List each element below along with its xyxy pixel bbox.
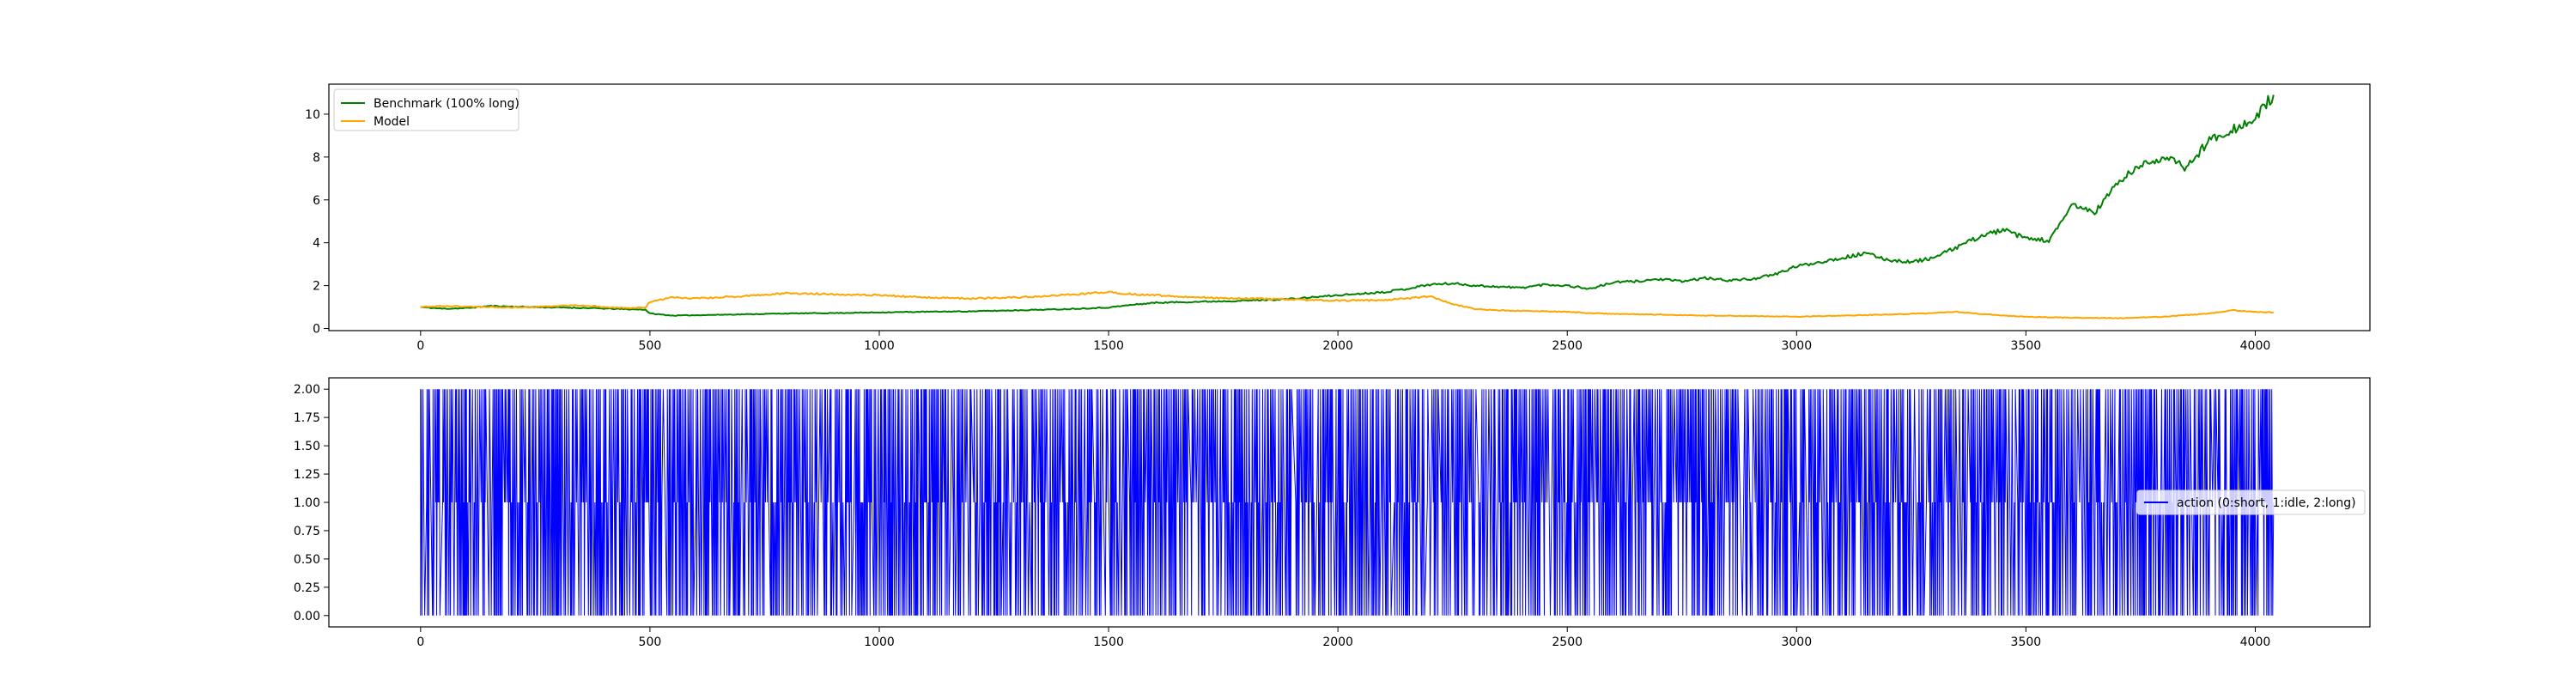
x-tick-label: 0 xyxy=(416,339,424,353)
x-tick-label: 1500 xyxy=(1093,635,1124,649)
x-tick-label: 4000 xyxy=(2240,339,2271,353)
x-tick-label: 500 xyxy=(639,635,662,649)
y-tick-label: 0.75 xyxy=(294,525,320,538)
x-tick-label: 1000 xyxy=(864,635,895,649)
x-tick-label: 3500 xyxy=(2011,635,2042,649)
bottom-chart-x-axis: 0 500 1000 1500 2000 2500 3000 3500 4000 xyxy=(416,627,2270,649)
y-tick-label: 2.00 xyxy=(294,383,320,397)
y-tick-label: 0.50 xyxy=(294,553,320,567)
legend-box xyxy=(333,88,519,131)
top-chart: 0 500 1000 1500 2000 2500 3000 3500 4000 0 2 4 6 8 10… xyxy=(305,83,2371,353)
top-chart-y-axis: 0 2 4 6 8 10 xyxy=(305,108,329,337)
series-line-benchmark xyxy=(420,94,2275,317)
y-tick-label: 4 xyxy=(313,237,320,251)
bottom-chart-legend: action (0:short, 1:idle, 2:long) xyxy=(2136,489,2366,515)
series-line-action xyxy=(420,389,2275,616)
x-tick-label: 500 xyxy=(639,339,662,353)
x-tick-label: 3500 xyxy=(2011,339,2042,353)
top-chart-x-axis: 0 500 1000 1500 2000 2500 3000 3500 4000 xyxy=(416,331,2270,353)
legend-label-model: Model xyxy=(374,115,410,129)
y-tick-label: 0 xyxy=(313,323,320,337)
x-tick-label: 3000 xyxy=(1781,339,1812,353)
x-tick-label: 3000 xyxy=(1781,635,1812,649)
top-chart-legend: Benchmark (100% long) Model xyxy=(333,88,519,131)
y-tick-label: 1.75 xyxy=(294,411,320,425)
y-tick-label: 6 xyxy=(313,194,320,208)
y-tick-label: 10 xyxy=(305,108,320,122)
x-tick-label: 0 xyxy=(416,635,424,649)
bottom-chart-series xyxy=(420,389,2275,616)
bottom-chart-y-axis: 0.00 0.25 0.50 0.75 1.00 1.25 1.50 1.75 2.00 xyxy=(294,383,329,623)
x-tick-label: 2000 xyxy=(1322,635,1353,649)
y-tick-label: 0.00 xyxy=(294,610,320,623)
y-tick-label: 1.25 xyxy=(294,468,320,482)
bottom-chart: 0 500 1000 1500 2000 2500 3000 3500 4000 0.00 0.2… xyxy=(294,377,2371,649)
x-tick-label: 2500 xyxy=(1552,635,1583,649)
legend-label-benchmark: Benchmark (100% long) xyxy=(374,97,519,111)
x-tick-label: 4000 xyxy=(2240,635,2271,649)
x-tick-label: 2000 xyxy=(1322,339,1353,353)
x-tick-label: 1500 xyxy=(1093,339,1124,353)
top-chart-frame xyxy=(328,83,2371,331)
y-tick-label: 1.00 xyxy=(294,496,320,510)
top-chart-series xyxy=(420,94,2275,319)
y-tick-label: 8 xyxy=(313,151,320,165)
y-tick-label: 2 xyxy=(313,280,320,294)
y-tick-label: 0.25 xyxy=(294,581,320,595)
legend-label-action: action (0:short, 1:idle, 2:long) xyxy=(2177,496,2356,510)
x-tick-label: 2500 xyxy=(1552,339,1583,353)
x-tick-label: 1000 xyxy=(864,339,895,353)
legend-box xyxy=(2136,489,2366,515)
series-line-model xyxy=(420,290,2274,319)
y-tick-label: 1.50 xyxy=(294,440,320,453)
